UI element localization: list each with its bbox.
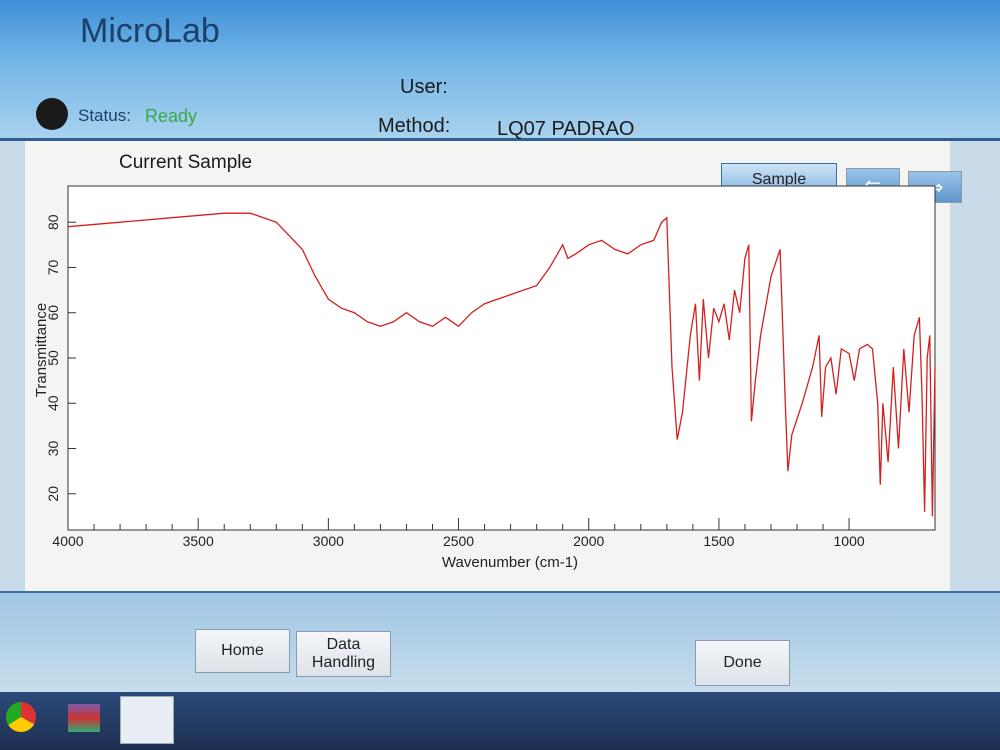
x-axis-label: Wavenumber (cm-1) [442,554,578,571]
data-handling-button[interactable]: Data Handling [296,631,391,677]
y-axis-label: Transmittance [33,303,50,397]
status-light [36,98,68,130]
header: MicroLab Status: Ready User: Method: LQ0… [0,0,1000,141]
y-tick-label: 60 [45,305,61,321]
x-tick-label: 1000 [834,533,865,549]
x-tick-label: 3500 [183,533,214,549]
x-tick-label: 3000 [313,533,344,549]
method-label: Method: [378,115,451,137]
x-tick-label: 1500 [703,533,734,549]
done-button[interactable]: Done [695,640,790,686]
y-tick-label: 40 [45,395,61,411]
x-tick-label: 2500 [443,533,474,549]
panel-title: Current Sample [119,152,253,173]
app-icon[interactable] [120,696,174,744]
status-label: Status: [78,106,131,125]
plot-area [67,185,936,531]
y-tick-label: 80 [45,214,61,230]
footer [0,591,1000,692]
y-tick-label: 20 [45,486,61,502]
status-value: Ready [145,106,198,126]
user-label: User: [400,76,448,98]
method-value: LQ07 PADRAO [497,118,635,140]
y-tick-label: 50 [45,350,61,366]
y-tick-label: 30 [45,441,61,457]
x-tick-label: 2000 [573,533,604,549]
y-tick-label: 70 [45,259,61,275]
spectrum-line [67,212,936,517]
x-tick-label: 4000 [52,533,83,549]
chart: Wavenumber (cm-1) Transmittance 4000 3500… [33,185,936,571]
archive-icon[interactable] [68,704,100,732]
taskbar [0,692,1000,750]
home-button[interactable]: Home [195,629,290,673]
browser-icon[interactable] [6,702,36,732]
app-title: MicroLab [80,12,220,50]
